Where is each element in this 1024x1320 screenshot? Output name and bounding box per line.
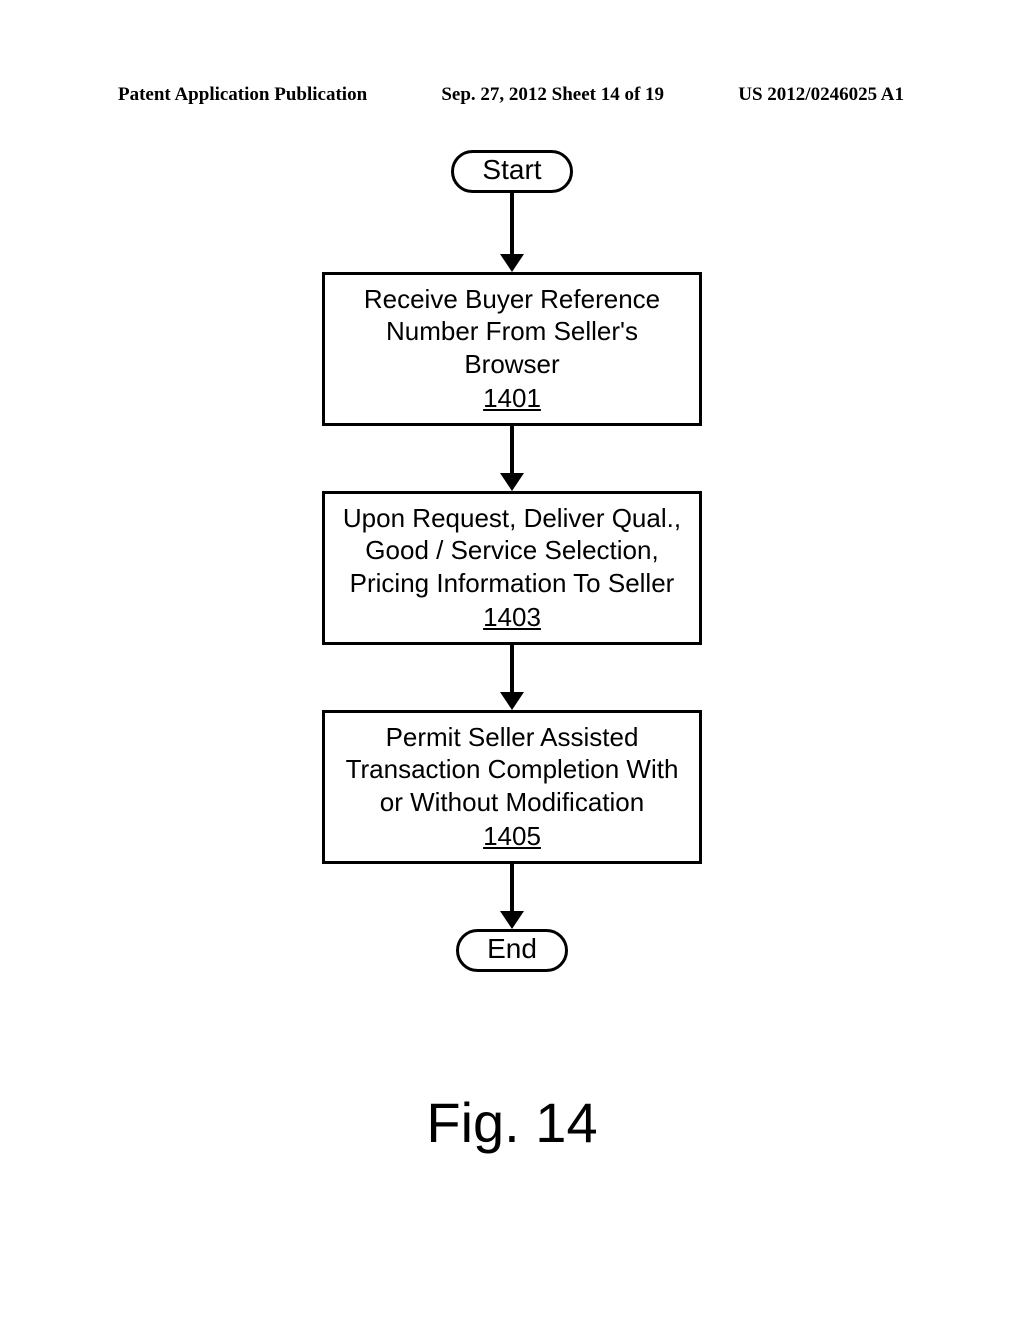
process-ref: 1401 bbox=[483, 382, 541, 415]
process-line: Receive Buyer Reference bbox=[339, 283, 685, 316]
process-line: or Without Modification bbox=[339, 786, 685, 819]
start-label: Start bbox=[482, 154, 541, 185]
arrow-shaft bbox=[510, 864, 514, 912]
arrow-3 bbox=[500, 645, 524, 710]
start-node: Start bbox=[451, 150, 572, 193]
header-center: Sep. 27, 2012 Sheet 14 of 19 bbox=[441, 84, 664, 106]
arrow-shaft bbox=[510, 645, 514, 693]
figure-label: Fig. 14 bbox=[0, 1090, 1024, 1155]
process-1405: Permit Seller Assisted Transaction Compl… bbox=[322, 710, 702, 864]
arrow-2 bbox=[500, 426, 524, 491]
arrow-shaft bbox=[510, 193, 514, 255]
arrow-1 bbox=[500, 193, 524, 272]
arrow-shaft bbox=[510, 426, 514, 474]
arrow-head-icon bbox=[500, 254, 524, 272]
process-1403: Upon Request, Deliver Qual., Good / Serv… bbox=[322, 491, 702, 645]
process-1401: Receive Buyer Reference Number From Sell… bbox=[322, 272, 702, 426]
arrow-head-icon bbox=[500, 911, 524, 929]
arrow-4 bbox=[500, 864, 524, 929]
process-line: Upon Request, Deliver Qual., bbox=[339, 502, 685, 535]
header-left: Patent Application Publication bbox=[118, 84, 367, 106]
end-label: End bbox=[487, 933, 537, 964]
process-ref: 1405 bbox=[483, 820, 541, 853]
flowchart: Start Receive Buyer Reference Number Fro… bbox=[0, 150, 1024, 972]
end-node: End bbox=[456, 929, 568, 972]
header-right: US 2012/0246025 A1 bbox=[738, 84, 904, 106]
process-line: Number From Seller's Browser bbox=[339, 315, 685, 380]
process-line: Good / Service Selection, bbox=[339, 534, 685, 567]
arrow-head-icon bbox=[500, 692, 524, 710]
process-line: Pricing Information To Seller bbox=[339, 567, 685, 600]
process-line: Permit Seller Assisted bbox=[339, 721, 685, 754]
process-ref: 1403 bbox=[483, 601, 541, 634]
page-header: Patent Application Publication Sep. 27, … bbox=[0, 84, 1024, 106]
process-line: Transaction Completion With bbox=[339, 753, 685, 786]
arrow-head-icon bbox=[500, 473, 524, 491]
